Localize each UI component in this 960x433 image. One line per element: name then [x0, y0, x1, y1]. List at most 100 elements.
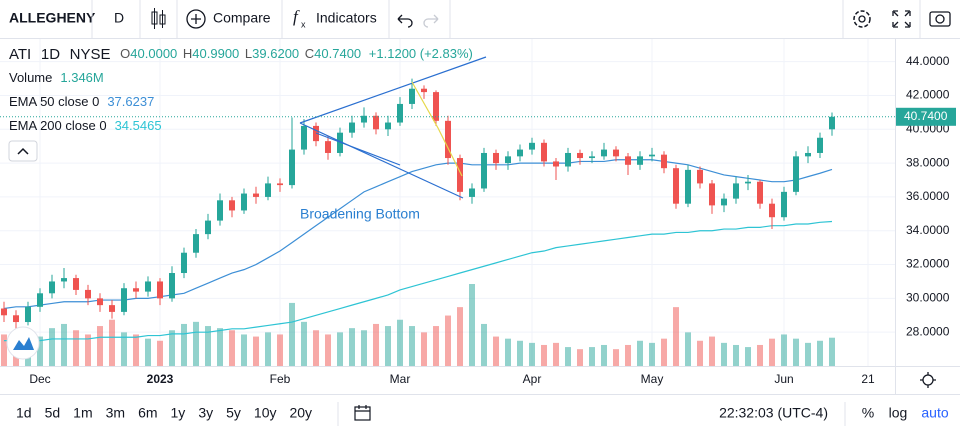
volume-bar: [457, 307, 463, 366]
snapshot-button[interactable]: [929, 11, 951, 27]
range-button[interactable]: 1m: [73, 405, 92, 421]
volume-bar: [469, 284, 475, 366]
volume-bar: [313, 330, 319, 366]
x-tick-label: Dec: [29, 372, 50, 386]
symbol-search[interactable]: ALLEGHENY: [9, 10, 96, 26]
gear-icon: [922, 374, 934, 386]
volume-bar: [817, 340, 823, 366]
calendar-icon: [354, 406, 371, 421]
candles: [1, 78, 835, 329]
candle-body: [385, 122, 391, 130]
range-button[interactable]: 5d: [45, 405, 61, 421]
y-tick-label: 44.0000: [906, 54, 950, 68]
goto-date-button[interactable]: [354, 405, 371, 421]
candle-body: [85, 289, 91, 299]
volume-bar: [265, 332, 271, 366]
volume-bar: [685, 332, 691, 366]
legend-l-label: L: [245, 46, 252, 61]
candle-body: [229, 200, 235, 211]
volume-bar: [745, 347, 751, 366]
candle-body: [601, 149, 607, 157]
volume-bar: [481, 323, 487, 366]
legend-symbol: ATI: [9, 46, 31, 63]
candle-body: [685, 169, 691, 204]
range-button[interactable]: 1y: [171, 405, 186, 421]
logo-circle: [6, 326, 40, 360]
x-tick-label: May: [641, 372, 664, 386]
pattern-drawing[interactable]: Broadening Bottom: [299, 56, 487, 222]
candle-body: [373, 115, 379, 130]
candle-body: [529, 142, 535, 150]
y-tick-label: 30.0000: [906, 291, 950, 305]
indicators-label: Indicators: [316, 10, 377, 26]
range-button[interactable]: 1d: [16, 405, 32, 421]
range-button[interactable]: 6m: [138, 405, 157, 421]
candle-body: [661, 154, 667, 169]
compare-button[interactable]: Compare: [186, 9, 271, 29]
collapse-legend-button[interactable]: [8, 140, 38, 162]
legend-c-label: C: [305, 46, 314, 61]
legend-h: 40.9900: [192, 46, 239, 61]
candle-body: [1, 308, 7, 316]
volume-bar: [157, 340, 163, 366]
candle-body: [25, 306, 31, 323]
volume-bar: [409, 326, 415, 366]
volume-bar: [829, 337, 835, 366]
volume-bar: [637, 340, 643, 366]
candle-body: [637, 156, 643, 165]
settings-button[interactable]: [853, 10, 871, 28]
candle-body: [445, 120, 451, 159]
range-button[interactable]: 20y: [289, 405, 312, 421]
compare-label: Compare: [213, 10, 271, 26]
calendar-icon: [355, 405, 370, 412]
volume-bar: [97, 326, 103, 366]
range-button[interactable]: 3m: [106, 405, 125, 421]
x-tick-label: Feb: [270, 372, 291, 386]
candle-body: [625, 156, 631, 165]
volume-bar: [565, 347, 571, 366]
candle-body: [829, 116, 835, 130]
candle-body: [181, 252, 187, 274]
volume-bar: [697, 340, 703, 366]
volume-bar: [193, 321, 199, 366]
chevron-icon: [17, 147, 29, 155]
chart-style-button[interactable]: [151, 8, 166, 29]
range-button[interactable]: 10y: [254, 405, 277, 421]
candle-body: [505, 156, 511, 164]
logo-button[interactable]: [6, 326, 40, 360]
volume-bar: [673, 307, 679, 366]
axis-settings-button[interactable]: [920, 372, 936, 388]
volume-bar: [325, 334, 331, 366]
indicators-button[interactable]: f x Indicators: [293, 7, 377, 29]
percent-scale-button[interactable]: %: [862, 405, 874, 421]
last-price-tag: [896, 107, 956, 126]
volume-bar: [709, 336, 715, 366]
pattern-upper-line: [299, 56, 487, 124]
volume-bar: [121, 332, 127, 366]
candle-body: [397, 103, 403, 123]
volume-bar: [289, 302, 295, 366]
volume-bar: [397, 319, 403, 366]
legend-o-label: O: [120, 46, 130, 61]
undo-button[interactable]: [397, 14, 413, 28]
fullscreen-button[interactable]: [892, 10, 911, 28]
interval-button[interactable]: D: [114, 10, 124, 26]
log-scale-button[interactable]: log: [889, 405, 908, 421]
volume-bar: [757, 344, 763, 366]
plus-icon: [191, 14, 201, 24]
candle-body: [793, 156, 799, 192]
volume-bar: [205, 326, 211, 366]
volume-legend: Volume 1.346M: [9, 70, 104, 85]
range-button[interactable]: 3y: [198, 405, 213, 421]
candle-body: [241, 193, 247, 211]
candle-body: [769, 203, 775, 218]
candle-body: [817, 137, 823, 153]
logo-icon: [13, 337, 34, 350]
volume-bar: [613, 349, 619, 366]
range-button[interactable]: 5y: [226, 405, 241, 421]
redo-button[interactable]: [423, 14, 439, 28]
auto-scale-button[interactable]: auto: [921, 405, 948, 421]
volume-bar: [529, 342, 535, 366]
x-tick-label: Mar: [390, 372, 411, 386]
pattern-inner-line: [315, 132, 401, 166]
